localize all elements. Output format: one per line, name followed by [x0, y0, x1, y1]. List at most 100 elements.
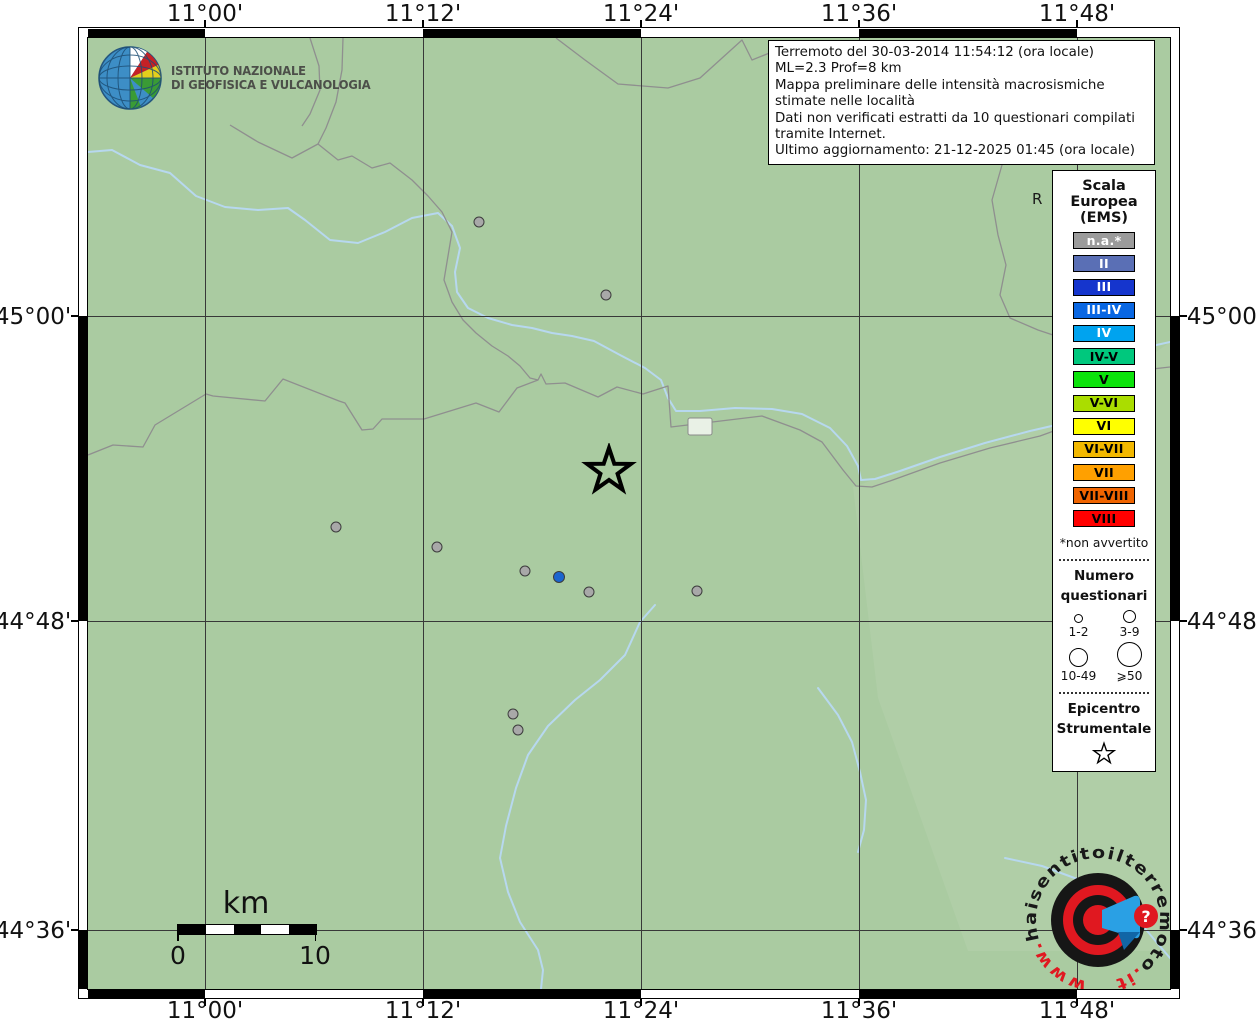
- legend-panel: Scala Europea (EMS) n.a.* II III III-IV …: [1052, 170, 1156, 772]
- axis-label-right: 45°00': [1186, 304, 1256, 330]
- localities-layer: [88, 38, 1170, 989]
- axis-label-left: 45°00': [0, 304, 72, 330]
- locality-dot: [431, 541, 443, 553]
- ems-swatch-v: V: [1073, 371, 1135, 389]
- size-circle-50plus: [1117, 642, 1142, 668]
- river: [817, 687, 867, 853]
- scalebar: [178, 924, 317, 935]
- admin-boundary: [88, 366, 1170, 488]
- axis-tick: [1180, 929, 1187, 931]
- axis-tick: [204, 999, 206, 1006]
- axis-tick: [1180, 620, 1187, 622]
- axis-tick: [1076, 20, 1078, 27]
- legend-divider: [1059, 559, 1149, 562]
- info-line: Dati non verificati estratti da 10 quest…: [775, 110, 1135, 143]
- ingv-globe-icon: [98, 46, 162, 110]
- river: [499, 604, 656, 989]
- axis-tick: [858, 999, 860, 1006]
- ems-swatch-v-vi: V-VI: [1073, 394, 1135, 412]
- ingv-name-line1: ISTITUTO NAZIONALE: [171, 62, 306, 78]
- locality-dot: [691, 585, 703, 597]
- ems-swatch-na: n.a.*: [1073, 232, 1135, 250]
- ems-swatch-iii-iv: III-IV: [1073, 301, 1135, 319]
- axis-tick: [858, 20, 860, 27]
- size-label: ⩾50: [1116, 669, 1143, 684]
- info-line: Ultimo aggiornamento: 21-12-2025 01:45 (…: [775, 143, 1136, 159]
- axis-tick: [640, 20, 642, 27]
- axis-tick: [422, 20, 424, 27]
- epicenter-star: [581, 443, 637, 495]
- epicenter-legend-title: Epicentro Strumentale: [1056, 701, 1152, 738]
- axis-tick: [422, 999, 424, 1006]
- place-label-partial: R: [1032, 190, 1043, 208]
- axis-tick: [1180, 315, 1187, 317]
- gridline-parallel: [88, 930, 1170, 931]
- river: [88, 149, 1170, 481]
- ingv-name-line2: DI GEOFISICA E VULCANOLOGIA: [171, 77, 371, 92]
- map-canvas: R ISTITUTO NAZIONALE DI GEOFISICA E VULC…: [87, 37, 1171, 990]
- ems-swatch-iv-v: IV-V: [1073, 348, 1135, 366]
- epicenter-legend-star-icon: [1091, 741, 1117, 765]
- ems-swatch-ii: II: [1073, 255, 1135, 273]
- megaphone-icon: [1102, 895, 1140, 939]
- locality-dot: [553, 571, 565, 583]
- scalebar-tick: [314, 924, 317, 941]
- lake: [687, 417, 713, 436]
- gridline-meridian: [423, 38, 424, 989]
- size-circle-1-2: [1074, 614, 1083, 624]
- axis-label-left: 44°36': [0, 918, 72, 944]
- axis-label-right: 44°36': [1186, 918, 1256, 944]
- ems-swatch-vii-viii: VII-VIII: [1073, 487, 1135, 505]
- axis-tick: [71, 929, 78, 931]
- size-label: 1-2: [1068, 625, 1089, 640]
- scalebar-tick: [177, 924, 179, 941]
- ems-swatch-viii: VIII: [1073, 510, 1135, 528]
- ems-swatch-iv: IV: [1073, 324, 1135, 342]
- gridline-meridian: [205, 38, 206, 989]
- axis-tick: [71, 620, 78, 622]
- locality-dot: [473, 216, 485, 228]
- locality-dot: [507, 708, 519, 720]
- scalebar-end: 10: [299, 941, 331, 970]
- axis-label-right: 44°48': [1186, 609, 1256, 635]
- axis-tick: [640, 999, 642, 1006]
- locality-dot: [330, 521, 342, 533]
- locality-dot: [512, 724, 524, 736]
- axis-tick: [71, 315, 78, 317]
- admin-boundary: [317, 38, 344, 145]
- gridline-parallel: [88, 621, 1170, 622]
- legend-title: Scala: [1082, 178, 1126, 194]
- questionnaire-title: Numero questionari: [1060, 568, 1148, 605]
- info-line: Terremoto del 30-03-2014 11:54:12 (ora l…: [775, 45, 1095, 77]
- legend-divider: [1059, 692, 1149, 695]
- ems-swatch-iii: III: [1073, 278, 1135, 296]
- size-circle-10-49: [1069, 648, 1088, 668]
- info-line: Mappa preliminare delle intensità macros…: [775, 77, 1105, 110]
- legend-title: Europea: [1070, 194, 1138, 210]
- ems-swatch-vi-vii: VI-VII: [1073, 440, 1135, 458]
- svg-text:?: ?: [1141, 907, 1150, 926]
- axis-tick: [1076, 999, 1078, 1006]
- ems-swatch-vii: VII: [1073, 464, 1135, 482]
- questionnaire-size-key: 1-2 3-9 10-49 ⩾50: [1053, 610, 1155, 683]
- ingv-logo: ISTITUTO NAZIONALE DI GEOFISICA E VULCAN…: [97, 45, 388, 111]
- scalebar-unit: km: [222, 886, 270, 921]
- locality-dot: [519, 565, 531, 577]
- locality-dot: [600, 289, 612, 301]
- size-label: 10-49: [1060, 669, 1097, 684]
- gridline-parallel: [88, 316, 1170, 317]
- admin-boundary: [229, 124, 539, 381]
- gridline-meridian: [859, 38, 860, 989]
- size-circle-3-9: [1123, 610, 1136, 624]
- locality-dot: [583, 586, 595, 598]
- question-badge: [1134, 904, 1158, 928]
- ems-swatch-vi: VI: [1073, 417, 1135, 435]
- haisentitoilterremoto-logo: ? www.haisentitoilterremoto.it: [1021, 843, 1170, 989]
- earthquake-info-box: Terremoto del 30-03-2014 11:54:12 (ora l…: [768, 40, 1155, 165]
- legend-title: (EMS): [1079, 210, 1129, 226]
- scalebar-start: 0: [170, 941, 186, 970]
- axis-tick: [204, 20, 206, 27]
- gridline-meridian: [641, 38, 642, 989]
- size-label: 3-9: [1119, 625, 1140, 640]
